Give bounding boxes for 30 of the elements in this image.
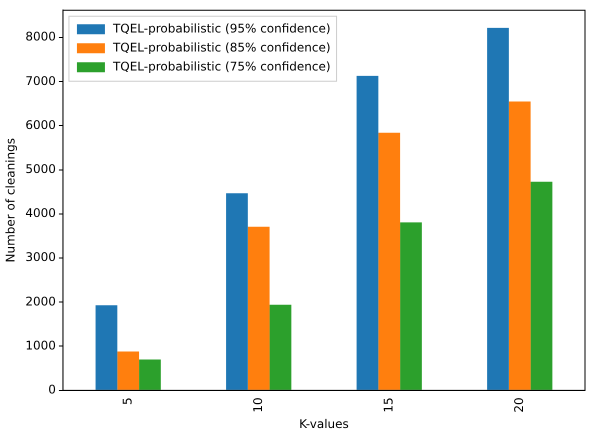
y-tick-label: 2000	[25, 294, 56, 308]
y-tick-label: 8000	[25, 30, 56, 44]
legend-label: TQEL-probabilistic (75% confidence)	[112, 59, 331, 74]
bar	[508, 101, 531, 390]
legend-label: TQEL-probabilistic (95% confidence)	[112, 21, 331, 36]
y-tick-label: 6000	[25, 118, 56, 132]
bar	[487, 28, 509, 390]
legend-label: TQEL-probabilistic (85% confidence)	[112, 40, 331, 54]
y-tick-label: 7000	[25, 74, 56, 88]
y-tick-label: 3000	[25, 250, 56, 264]
x-tick-label: 10	[250, 397, 265, 413]
x-tick-label: 20	[512, 397, 526, 413]
x-axis-title: K-values	[299, 416, 349, 431]
bar	[139, 359, 161, 390]
bar	[530, 182, 552, 390]
bar	[248, 226, 270, 390]
y-axis-title: Number of cleanings	[3, 138, 18, 263]
x-tick-label: 15	[381, 397, 396, 413]
bar	[270, 304, 292, 390]
y-tick-label: 4000	[25, 206, 56, 220]
bar	[400, 222, 422, 390]
bar	[356, 76, 378, 390]
bar	[96, 305, 118, 390]
bar	[226, 193, 248, 390]
bar	[378, 132, 400, 390]
bar	[117, 352, 140, 390]
y-tick-label: 5000	[25, 162, 56, 176]
y-tick-label: 0	[48, 382, 56, 396]
x-tick-label: 5	[120, 397, 134, 405]
y-tick-label: 1000	[25, 338, 56, 352]
